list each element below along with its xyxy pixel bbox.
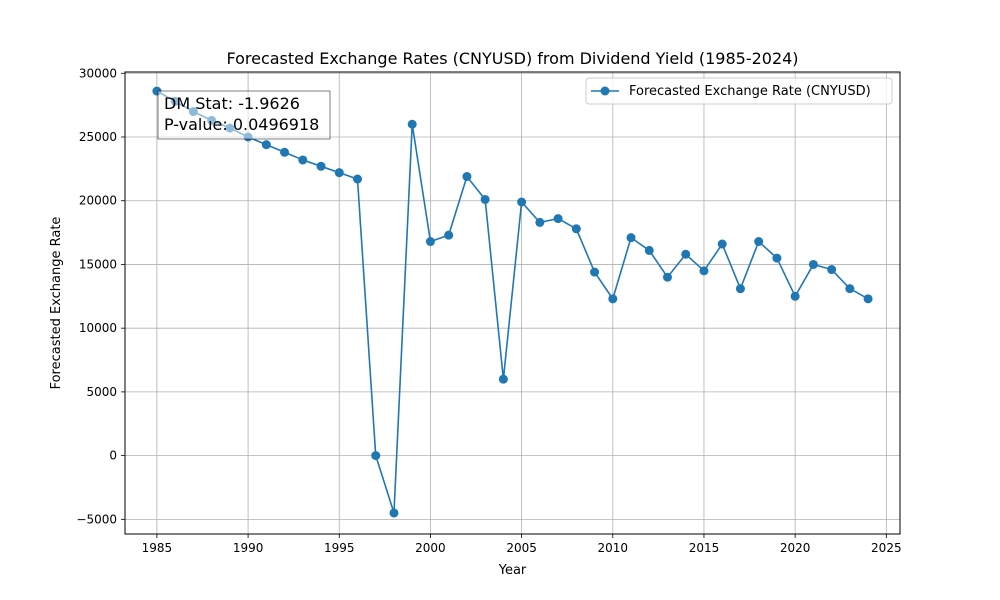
data-point xyxy=(845,284,855,294)
y-tick-label: 10000 xyxy=(79,321,117,335)
data-point xyxy=(608,294,618,304)
y-axis-label: Forecasted Exchange Rate xyxy=(49,217,64,390)
data-point xyxy=(261,140,271,150)
data-point xyxy=(681,249,691,259)
y-tick-label: 30000 xyxy=(79,66,117,80)
axis-ticks: 1985 1990 1995 2000 2005 2010 2015 2020 2025 −500… xyxy=(76,66,901,555)
data-point xyxy=(663,272,672,282)
data-point xyxy=(517,197,527,207)
data-point xyxy=(480,194,490,204)
data-point xyxy=(717,239,727,249)
data-point xyxy=(790,291,800,301)
dm-stat-text: DM Stat: -1.9626 xyxy=(164,94,300,113)
data-point xyxy=(298,155,308,165)
data-point xyxy=(425,237,435,247)
y-tick-label: 15000 xyxy=(79,257,117,271)
stats-annotation: DM Stat: -1.9626 P-value: 0.0496918 xyxy=(157,90,331,140)
x-tick-label: 1990 xyxy=(233,541,264,555)
data-point xyxy=(735,284,745,294)
data-point xyxy=(808,259,818,269)
data-point xyxy=(353,174,362,184)
y-tick-label: −5000 xyxy=(76,512,117,526)
data-point xyxy=(772,253,782,263)
data-point xyxy=(498,374,508,384)
data-point xyxy=(535,217,545,227)
data-point xyxy=(407,119,417,129)
x-tick-label: 1995 xyxy=(324,541,355,555)
annotation-box xyxy=(157,90,331,140)
plot-frame xyxy=(124,71,901,535)
data-point xyxy=(827,265,837,275)
x-axis-label: Year xyxy=(498,563,527,578)
chart-title: Forecasted Exchange Rates (CNYUSD) from … xyxy=(226,49,798,68)
legend-marker-swatch xyxy=(600,86,610,96)
x-tick-label: 2020 xyxy=(780,541,811,555)
data-point xyxy=(754,237,764,247)
y-tick-label: 5000 xyxy=(86,385,117,399)
data-point xyxy=(334,168,344,178)
y-tick-label: 20000 xyxy=(79,194,117,208)
data-point xyxy=(699,266,709,276)
data-point xyxy=(553,214,563,224)
x-tick-label: 2005 xyxy=(506,541,537,555)
data-point xyxy=(644,245,654,255)
p-value-text: P-value: 0.0496918 xyxy=(164,115,319,134)
data-point xyxy=(371,451,381,461)
legend-label: Forecasted Exchange Rate (CNYUSD) xyxy=(629,84,871,99)
legend: Forecasted Exchange Rate (CNYUSD) xyxy=(585,77,893,105)
data-point xyxy=(389,508,399,518)
x-tick-label: 2000 xyxy=(415,541,446,555)
data-point xyxy=(462,172,472,182)
legend-box xyxy=(585,77,893,105)
y-tick-label: 25000 xyxy=(79,130,117,144)
data-point xyxy=(444,230,454,240)
data-point xyxy=(316,161,326,171)
series-line xyxy=(156,90,869,514)
data-point xyxy=(590,267,600,277)
x-tick-label: 2010 xyxy=(598,541,629,555)
x-tick-label: 2015 xyxy=(689,541,720,555)
data-point xyxy=(863,294,873,304)
x-tick-label: 1985 xyxy=(142,541,173,555)
y-tick-label: 0 xyxy=(109,449,117,463)
grid xyxy=(125,72,900,534)
data-point xyxy=(280,147,290,157)
x-tick-label: 2025 xyxy=(871,541,902,555)
data-point xyxy=(626,233,636,243)
data-point xyxy=(571,224,581,234)
